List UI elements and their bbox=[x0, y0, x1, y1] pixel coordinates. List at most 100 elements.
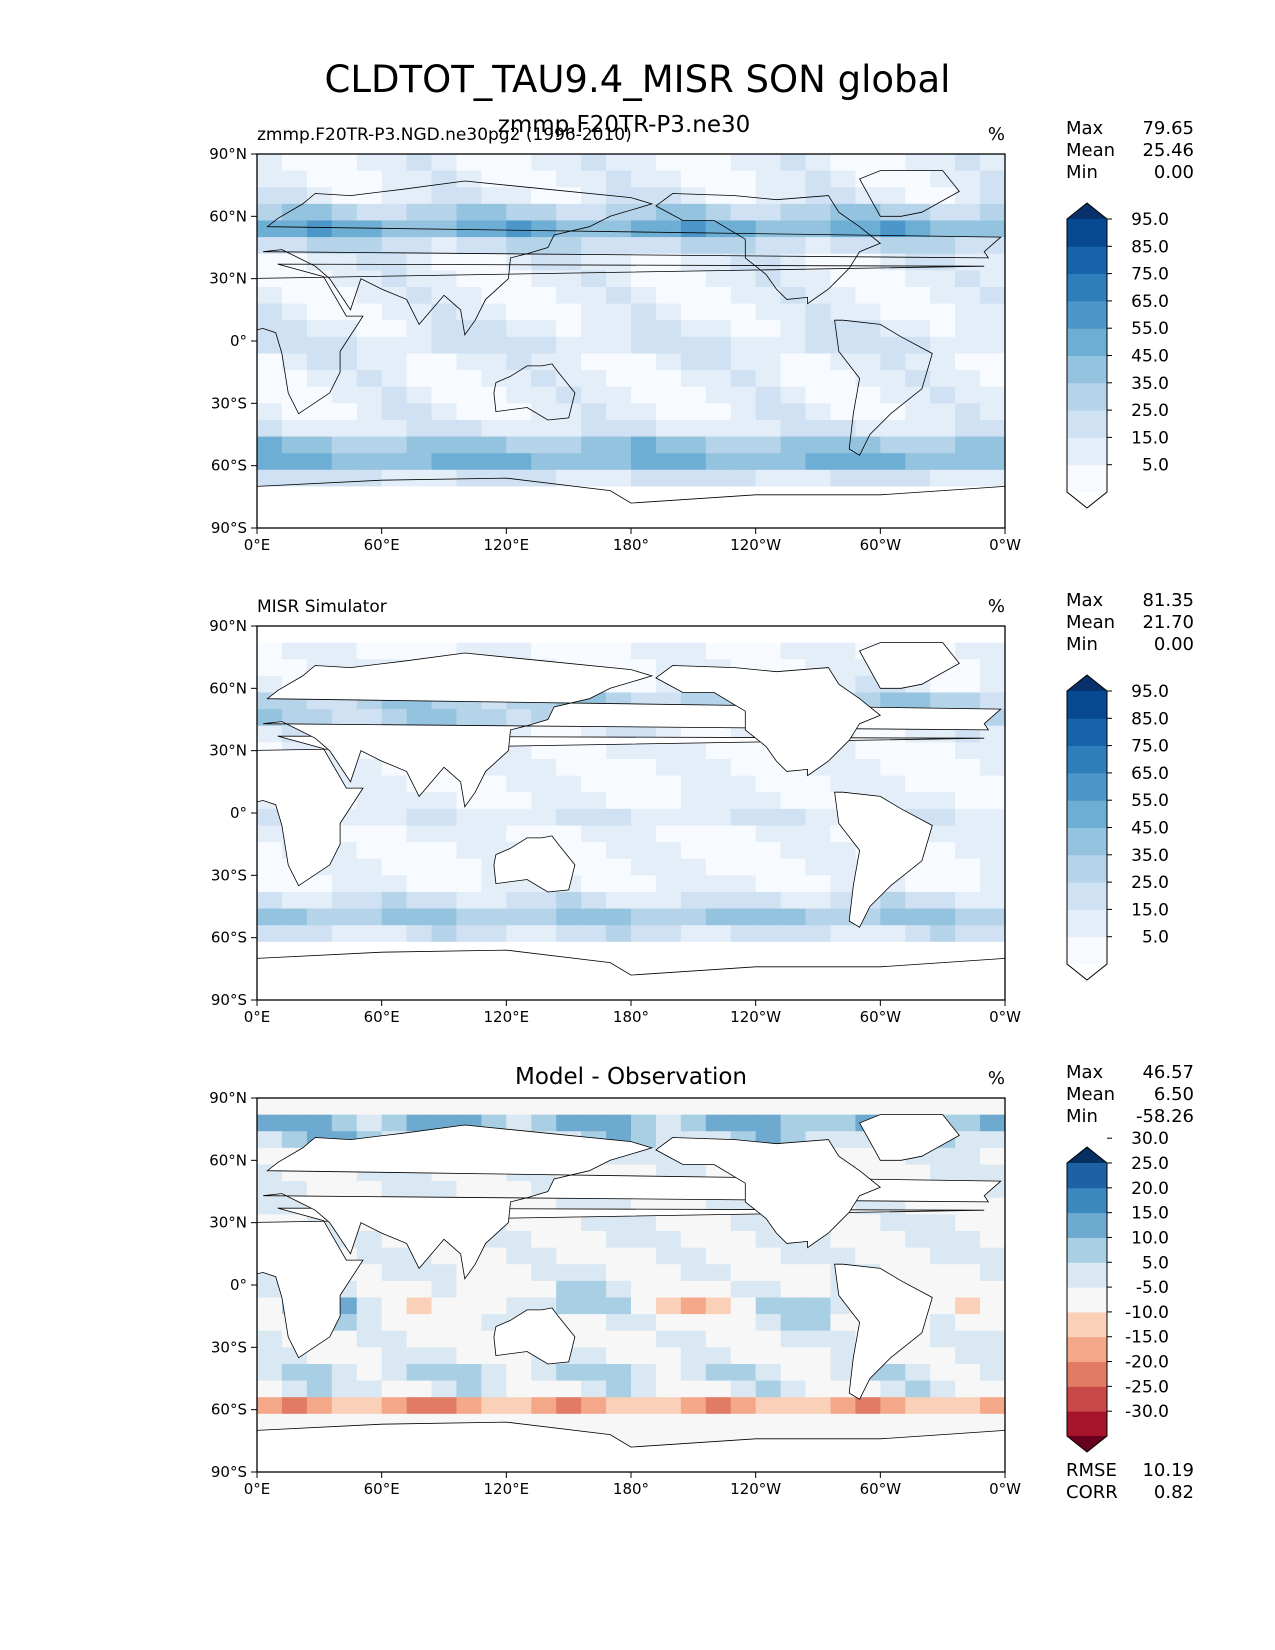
map-cell bbox=[830, 253, 856, 271]
map-cell bbox=[955, 1347, 981, 1365]
map-cell bbox=[980, 187, 1005, 205]
map-cell bbox=[705, 286, 732, 305]
map-cell bbox=[257, 336, 283, 355]
map-cell bbox=[381, 370, 408, 388]
map-cell bbox=[257, 642, 283, 660]
map-cell bbox=[780, 1247, 807, 1265]
map-cell bbox=[381, 453, 408, 471]
colorbar-tick-label: 25.0 bbox=[1131, 1154, 1169, 1174]
map-cell bbox=[780, 320, 807, 338]
map-cell bbox=[680, 1214, 707, 1232]
map-cell bbox=[381, 237, 408, 255]
map-cell bbox=[556, 1280, 582, 1299]
map-cell bbox=[331, 519, 358, 528]
map-cell bbox=[481, 286, 507, 305]
colorbar-segment bbox=[1067, 1336, 1107, 1363]
x-tick-label: 0°W bbox=[989, 536, 1021, 554]
map-cell bbox=[905, 203, 931, 222]
map-cell bbox=[980, 1114, 1005, 1132]
map-cell bbox=[506, 187, 532, 205]
colorbar-tick-label: 5.0 bbox=[1142, 1253, 1169, 1273]
map-cell bbox=[980, 1330, 1005, 1348]
map-cell bbox=[955, 775, 981, 793]
map-cell bbox=[581, 941, 607, 960]
map-cell bbox=[431, 519, 458, 528]
map-cell bbox=[456, 825, 482, 843]
map-cell bbox=[306, 436, 333, 454]
map-cell bbox=[281, 519, 308, 528]
x-tick-label: 180° bbox=[613, 1008, 649, 1026]
map-cell bbox=[581, 891, 607, 910]
map-cell bbox=[606, 220, 632, 238]
map-cell bbox=[481, 237, 507, 255]
panel-left-title: zmmp.F20TR-P3.NGD.ne30pg2 (1996-2010) bbox=[257, 125, 632, 145]
map-cell bbox=[755, 808, 782, 827]
map-cell bbox=[556, 286, 582, 305]
map-cell bbox=[556, 1098, 582, 1116]
stat-value-min: 0.00 bbox=[1154, 162, 1194, 183]
coastline-north-america bbox=[655, 665, 882, 777]
colorbar-tick-label: 20.0 bbox=[1131, 1179, 1169, 1199]
map-cell bbox=[855, 170, 881, 188]
map-cell bbox=[955, 1114, 981, 1132]
map-cell bbox=[855, 1230, 881, 1249]
map-cell bbox=[955, 1230, 981, 1249]
map-cell bbox=[406, 187, 433, 205]
map-cell bbox=[606, 808, 632, 827]
map-cell bbox=[955, 742, 981, 760]
map-cell bbox=[805, 792, 832, 810]
map-cell bbox=[257, 519, 283, 528]
map-cell bbox=[730, 1363, 757, 1382]
map-cell bbox=[506, 469, 532, 488]
map-cell bbox=[631, 519, 657, 528]
map-cell bbox=[257, 303, 283, 321]
map-cell bbox=[955, 1280, 981, 1299]
map-cell bbox=[730, 386, 757, 404]
map-cell bbox=[356, 1114, 383, 1132]
map-cell bbox=[705, 808, 732, 827]
map-cell bbox=[780, 842, 807, 860]
colorbar-segment bbox=[1067, 219, 1107, 247]
map-cell bbox=[606, 891, 632, 910]
map-cell bbox=[431, 170, 458, 188]
map-cell bbox=[631, 642, 657, 660]
map-cell bbox=[805, 370, 832, 388]
map-cell bbox=[830, 503, 856, 521]
map-cell bbox=[755, 453, 782, 471]
map-cell bbox=[830, 1114, 856, 1132]
colorbar-segment bbox=[1067, 854, 1107, 883]
map-cell bbox=[730, 370, 757, 388]
map-cell bbox=[381, 1098, 408, 1116]
map-cell bbox=[331, 170, 358, 188]
colorbar-tick-label: 5.0 bbox=[1142, 928, 1169, 948]
map-cell bbox=[705, 1297, 732, 1315]
panel-units: % bbox=[988, 1068, 1005, 1089]
map-cell bbox=[930, 692, 956, 710]
map-cell bbox=[980, 1131, 1005, 1149]
map-cell bbox=[805, 386, 832, 404]
map-cell bbox=[830, 187, 856, 205]
map-cell bbox=[506, 203, 532, 222]
map-cell bbox=[980, 336, 1005, 355]
map-cell bbox=[955, 1247, 981, 1265]
map-cell bbox=[531, 758, 557, 777]
map-cell bbox=[506, 709, 532, 727]
map-cell bbox=[880, 1380, 906, 1398]
map-cell bbox=[406, 626, 433, 644]
map-cell bbox=[481, 154, 507, 172]
map-cell bbox=[306, 419, 333, 438]
map-cell bbox=[281, 154, 308, 172]
map-cell bbox=[306, 1114, 333, 1132]
map-cell bbox=[755, 908, 782, 926]
map-cell bbox=[631, 858, 657, 876]
coastline-antarctica bbox=[257, 1421, 1005, 1472]
map-cell bbox=[905, 1380, 931, 1398]
map-cell bbox=[980, 891, 1005, 910]
map-cell bbox=[331, 709, 358, 727]
map-cell bbox=[780, 792, 807, 810]
map-cell bbox=[980, 1297, 1005, 1315]
map-cell bbox=[730, 825, 757, 843]
map-cell bbox=[980, 253, 1005, 271]
map-cell bbox=[655, 775, 682, 793]
map-cell bbox=[980, 941, 1005, 960]
